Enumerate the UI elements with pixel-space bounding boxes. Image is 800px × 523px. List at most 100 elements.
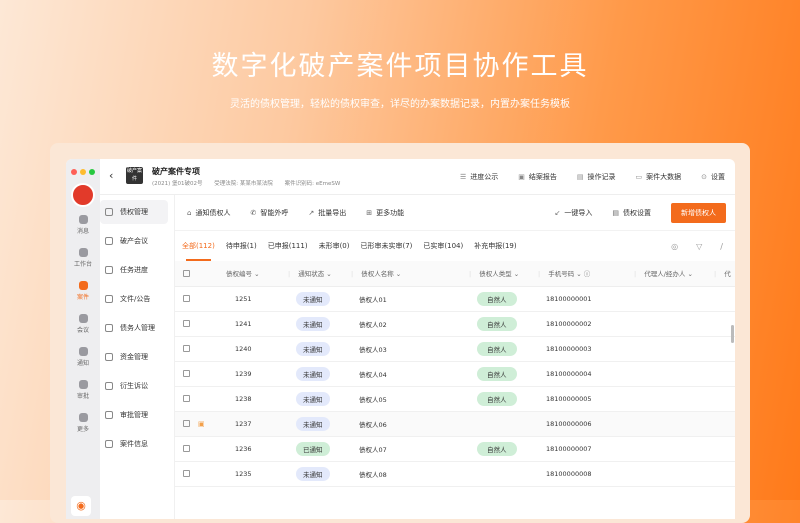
tab-6[interactable]: 补充申报(19) (474, 242, 517, 250)
sidebar-item-6[interactable]: 衍生诉讼 (100, 374, 168, 398)
rail-item-0[interactable]: 消息 (66, 215, 100, 235)
row-select-cell (175, 311, 226, 337)
rail-item-3[interactable]: 会议 (66, 314, 100, 334)
tool-button-1[interactable]: ✆ 智能外呼 (250, 208, 288, 218)
column-header-0[interactable]: 债权编号 ⌄ (226, 261, 288, 287)
sidebar-item-4[interactable]: 债务人管理 (100, 316, 168, 340)
sidebar-item-7[interactable]: 审批管理 (100, 403, 168, 427)
creditor-type-cell: 自然人 (469, 286, 538, 312)
creditor-name[interactable]: 债权人08 (351, 461, 469, 487)
creditor-name[interactable]: 债权人02 (351, 311, 469, 337)
table-row[interactable]: 1238 未通知 债权人05 自然人 18100000005 (175, 386, 735, 412)
case-number: (2021) 堡01破02号 (152, 181, 203, 187)
sidebar-item-1[interactable]: 破产会议 (100, 229, 168, 253)
rail-item-label: 案件 (76, 294, 89, 301)
row-checkbox[interactable] (183, 470, 190, 477)
table-row[interactable]: 1236 已通知 债权人07 自然人 18100000007 (175, 436, 735, 462)
app-logo (71, 183, 95, 207)
table-row[interactable]: 1240 未通知 债权人03 自然人 18100000003 (175, 336, 735, 362)
column-header-2[interactable]: | 债权人名称 ⌄ (351, 261, 469, 287)
header-nav-label: 结案报告 (528, 173, 557, 181)
sidebar-item-label: 衍生诉讼 (120, 382, 148, 390)
tab-0[interactable]: 全部(112) (182, 231, 215, 261)
note-icon[interactable]: ▣ (198, 419, 205, 428)
rail-item-1[interactable]: 工作台 (66, 248, 100, 268)
column-header-6[interactable]: | 代 (714, 261, 735, 287)
claim-id: 1241 (226, 311, 288, 337)
column-divider: | (714, 270, 717, 279)
agent-cell (634, 336, 714, 362)
tool-button-0[interactable]: ⌂ 通知债权人 (187, 208, 230, 218)
back-button[interactable]: ‹ (109, 169, 114, 182)
search-icon[interactable]: ◎ (671, 241, 679, 251)
sidebar-item-0[interactable]: 债权管理 (100, 200, 168, 224)
rail-item-6[interactable]: 更多 (66, 413, 100, 433)
minimize-window-button[interactable] (80, 169, 86, 175)
row-checkbox[interactable] (183, 370, 190, 377)
table-row[interactable]: 1239 未通知 债权人04 自然人 18100000004 (175, 361, 735, 387)
agent-cell (634, 386, 714, 412)
sidebar-item-2[interactable]: 任务进度 (100, 258, 168, 282)
sidebar-item-3[interactable]: 文件/公告 (100, 287, 168, 311)
rail-item-label: 会议 (76, 327, 89, 334)
row-checkbox[interactable] (183, 295, 190, 302)
rail-item-2[interactable]: 案件 (66, 281, 100, 301)
tab-5[interactable]: 已实审(104) (423, 242, 464, 250)
rail-item-5[interactable]: 审批 (66, 380, 100, 400)
column-header-3[interactable]: | 债权人类型 ⌄ (469, 261, 538, 287)
tool-icon: ↗ (308, 208, 315, 217)
rail-item-label: 工作台 (73, 261, 92, 268)
add-creditor-button[interactable]: 新增债权人 (671, 202, 726, 223)
table-row[interactable]: 1241 未通知 债权人02 自然人 18100000002 (175, 311, 735, 337)
tab-3[interactable]: 未形审(0) (318, 242, 350, 250)
tool-button-3[interactable]: ⊞ 更多功能 (366, 208, 404, 218)
edit-icon[interactable]: ∕ (720, 241, 723, 251)
creditor-name[interactable]: 债权人06 (351, 411, 469, 437)
row-checkbox[interactable] (183, 320, 190, 327)
header-nav-4[interactable]: ⊙ 设置 (701, 172, 725, 182)
filter-icon[interactable]: ▽ (696, 241, 703, 251)
close-window-button[interactable] (71, 169, 77, 175)
claim-id: 1236 (226, 436, 288, 462)
sidebar-item-icon (105, 440, 113, 448)
rail-item-label: 通知 (76, 360, 89, 367)
creditor-name[interactable]: 债权人04 (351, 361, 469, 387)
scrollbar[interactable] (731, 325, 734, 343)
row-checkbox[interactable] (183, 420, 190, 427)
header-nav-3[interactable]: ▭ 案件大数据 (636, 172, 682, 182)
column-header-1[interactable]: | 通知状态 ⌄ (288, 261, 351, 287)
row-checkbox[interactable] (183, 395, 190, 402)
claim-settings-button[interactable]: ▤ 债权设置 (612, 208, 651, 218)
sidebar-item-label: 任务进度 (120, 266, 148, 274)
column-header-4[interactable]: | 手机号码 ⌄ ⓘ (538, 261, 634, 287)
rail-item-4[interactable]: 通知 (66, 347, 100, 367)
table-row[interactable]: 1251 未通知 债权人01 自然人 18100000001 (175, 286, 735, 312)
tab-4[interactable]: 已形审未实审(7) (360, 242, 413, 250)
sidebar-item-5[interactable]: 资金管理 (100, 345, 168, 369)
select-all-checkbox[interactable] (183, 269, 190, 277)
column-header-5[interactable]: | 代理人/经办人 ⌄ (634, 261, 714, 287)
table-row[interactable]: ▣ 1237 未通知 债权人06 18100000006 (175, 411, 735, 437)
header-nav-0[interactable]: ☰ 进度公示 (460, 172, 498, 182)
sidebar-item-icon (105, 382, 113, 390)
status-badge: 已通知 (296, 441, 330, 456)
creditor-name[interactable]: 债权人07 (351, 436, 469, 462)
maximize-window-button[interactable] (89, 169, 95, 175)
table-row[interactable]: 1235 未通知 债权人08 18100000008 (175, 461, 735, 487)
claim-id: 1239 (226, 361, 288, 387)
sidebar-item-8[interactable]: 案件信息 (100, 432, 168, 456)
header-nav-1[interactable]: ▣ 结案报告 (518, 172, 557, 182)
creditor-name[interactable]: 债权人01 (351, 286, 469, 312)
sidebar-item-icon (105, 324, 113, 332)
tab-1[interactable]: 待申报(1) (225, 242, 257, 250)
tab-2[interactable]: 已申报(111) (267, 242, 308, 250)
header-nav-2[interactable]: ▤ 操作记录 (577, 172, 616, 182)
agent-cell (634, 461, 714, 487)
row-checkbox[interactable] (183, 345, 190, 352)
row-checkbox[interactable] (183, 445, 190, 452)
tool-button-2[interactable]: ↗ 批量导出 (308, 208, 346, 218)
creditor-name[interactable]: 债权人05 (351, 386, 469, 412)
creditor-name[interactable]: 债权人03 (351, 336, 469, 362)
assistant-icon[interactable]: ◉ (71, 496, 91, 516)
import-button[interactable]: ↙ 一键导入 (555, 208, 593, 218)
